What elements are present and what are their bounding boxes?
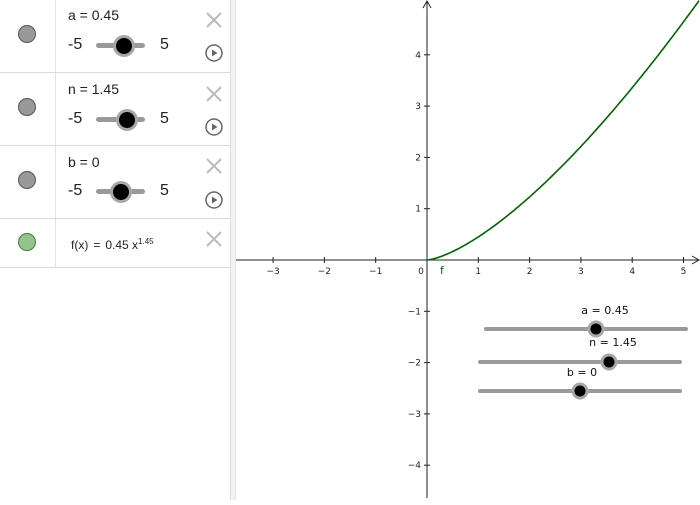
slider-b-label[interactable]: b = 0 xyxy=(68,154,100,170)
y-tick-label: 1 xyxy=(415,205,421,215)
canvas-slider-a-label: a = 0.45 xyxy=(581,304,628,317)
x-tick-label: 2 xyxy=(527,267,533,277)
canvas-slider-b-label: b = 0 xyxy=(567,366,597,379)
y-tick-label: 4 xyxy=(415,51,421,61)
function-f-label: f xyxy=(440,264,445,277)
y-tick-label: −2 xyxy=(408,359,421,369)
canvas-slider-n-label: n = 1.45 xyxy=(589,336,637,349)
view-splitter[interactable] xyxy=(230,0,236,500)
x-axis-arrow xyxy=(691,255,700,265)
y-tick-label: 2 xyxy=(415,153,421,163)
y-tick-label: 3 xyxy=(415,102,421,112)
function-coefficient: 0.45 x xyxy=(105,238,139,252)
delete-n-icon[interactable] xyxy=(205,85,223,103)
graphics-canvas[interactable]: −3 −2 −1 0 1 2 3 4 5 1 2 3 4 −1 −2 −3 −4 f a = 0.45 n =… xyxy=(236,0,700,500)
canvas-slider-a-knob[interactable] xyxy=(587,320,605,338)
y-tick-label: −4 xyxy=(408,461,422,471)
x-tick-label: −1 xyxy=(369,267,382,277)
algebra-row-a[interactable]: a = 0.45 -5 5 xyxy=(0,0,230,73)
x-ticks: −3 −2 −1 0 1 2 3 4 5 xyxy=(266,257,686,277)
visibility-column xyxy=(0,146,56,218)
y-axis-arrow xyxy=(422,0,432,9)
y-tick-label: −1 xyxy=(408,307,421,317)
x-tick-label: −2 xyxy=(318,267,331,277)
visibility-toggle-b[interactable] xyxy=(18,171,36,189)
algebra-row-f[interactable]: f(x) = 0.45 x1.45 xyxy=(0,219,230,268)
slider-b-min: -5 xyxy=(68,182,83,199)
function-f-curve[interactable] xyxy=(426,0,700,261)
visibility-column xyxy=(0,73,56,145)
x-tick-label: 0 xyxy=(418,267,424,277)
play-b-icon[interactable] xyxy=(205,191,223,209)
y-tick-label: −3 xyxy=(408,410,421,420)
visibility-toggle-a[interactable] xyxy=(18,25,36,43)
visibility-toggle-n[interactable] xyxy=(18,98,36,116)
delete-f-icon[interactable] xyxy=(205,230,223,248)
algebra-row-b[interactable]: b = 0 -5 5 xyxy=(0,146,230,219)
slider-b-max: 5 xyxy=(160,182,169,199)
slider-n-knob[interactable] xyxy=(119,112,135,128)
x-tick-label: 5 xyxy=(681,267,687,277)
slider-a-min: -5 xyxy=(68,36,83,53)
delete-a-icon[interactable] xyxy=(205,11,223,29)
slider-b-knob[interactable] xyxy=(113,184,129,200)
algebra-row-n[interactable]: n = 1.45 -5 5 xyxy=(0,73,230,146)
slider-n-max: 5 xyxy=(160,110,169,127)
x-tick-label: −3 xyxy=(266,267,279,277)
function-equals: = xyxy=(93,238,101,252)
function-lhs: f(x) xyxy=(71,238,89,252)
visibility-column xyxy=(0,219,56,267)
canvas-slider-b-knob[interactable] xyxy=(571,382,589,400)
function-exponent: 1.45 xyxy=(138,237,154,246)
slider-a-max: 5 xyxy=(160,36,169,53)
slider-a-label[interactable]: a = 0.45 xyxy=(68,7,119,23)
algebra-view: a = 0.45 -5 5 n = 1.45 -5 5 xyxy=(0,0,230,500)
delete-b-icon[interactable] xyxy=(205,157,223,175)
slider-a-knob[interactable] xyxy=(116,38,132,54)
slider-n-min: -5 xyxy=(68,110,83,127)
x-tick-label: 3 xyxy=(578,267,584,277)
play-a-icon[interactable] xyxy=(205,44,223,62)
x-tick-label: 4 xyxy=(629,267,635,277)
visibility-toggle-f[interactable] xyxy=(18,233,36,251)
canvas-slider-n[interactable]: n = 1.45 xyxy=(478,336,682,371)
x-tick-label: 1 xyxy=(475,267,481,277)
play-n-icon[interactable] xyxy=(205,118,223,136)
graphics-view[interactable]: −3 −2 −1 0 1 2 3 4 5 1 2 3 4 −1 −2 −3 −4 f a = 0.45 n =… xyxy=(236,0,700,500)
function-definition[interactable]: f(x) = 0.45 x1.45 xyxy=(71,237,154,252)
canvas-slider-n-knob[interactable] xyxy=(600,353,618,371)
y-ticks: 1 2 3 4 −1 −2 −3 −4 xyxy=(408,51,430,471)
canvas-slider-b[interactable]: b = 0 xyxy=(478,366,682,400)
visibility-column xyxy=(0,0,56,72)
slider-n-label[interactable]: n = 1.45 xyxy=(68,81,119,97)
canvas-slider-a[interactable]: a = 0.45 xyxy=(484,304,688,338)
